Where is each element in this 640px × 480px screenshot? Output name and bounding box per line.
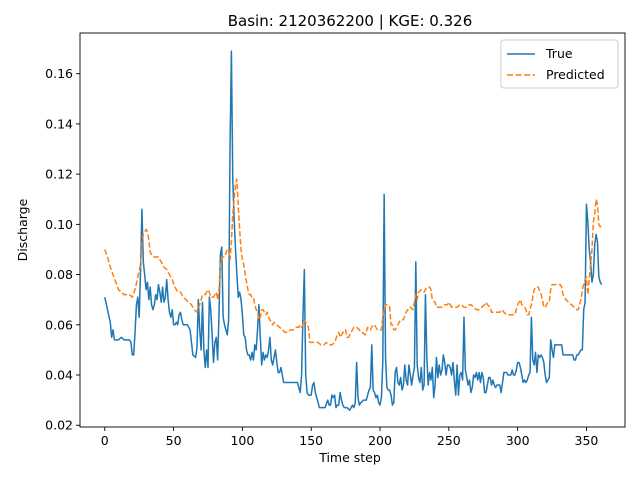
x-tick-label: 0 xyxy=(101,433,109,448)
y-axis: 0.02 0.04 0.06 0.08 0.10 0.12 0.14 0.16 xyxy=(45,66,80,433)
series-layer xyxy=(104,50,603,411)
legend-label-true: True xyxy=(545,46,573,61)
y-tick-label: 0.08 xyxy=(45,267,73,282)
x-axis-label: Time step xyxy=(318,450,381,465)
y-tick-label: 0.02 xyxy=(45,418,73,433)
y-tick-label: 0.10 xyxy=(45,217,73,232)
x-tick-label: 50 xyxy=(166,433,182,448)
x-tick-label: 350 xyxy=(575,433,599,448)
series-line-true xyxy=(104,50,603,411)
x-axis: 0 50 100 150 200 250 300 350 xyxy=(101,427,599,448)
legend: True Predicted xyxy=(500,39,619,89)
chart-title: Basin: 2120362200 | KGE: 0.326 xyxy=(228,12,473,30)
x-tick-label: 200 xyxy=(368,433,392,448)
y-tick-label: 0.04 xyxy=(45,368,73,383)
legend-box xyxy=(500,39,619,89)
plot-frame xyxy=(79,32,626,428)
legend-label-predicted: Predicted xyxy=(546,67,605,82)
y-tick-label: 0.16 xyxy=(45,66,73,81)
y-tick-label: 0.12 xyxy=(45,167,73,182)
y-axis-label: Discharge xyxy=(15,198,30,261)
x-tick-label: 300 xyxy=(506,433,530,448)
series-line-predicted xyxy=(104,178,603,346)
x-tick-label: 100 xyxy=(230,433,254,448)
x-tick-label: 250 xyxy=(437,433,461,448)
y-tick-label: 0.06 xyxy=(45,317,73,332)
y-tick-label: 0.14 xyxy=(45,116,73,131)
x-tick-label: 150 xyxy=(299,433,323,448)
